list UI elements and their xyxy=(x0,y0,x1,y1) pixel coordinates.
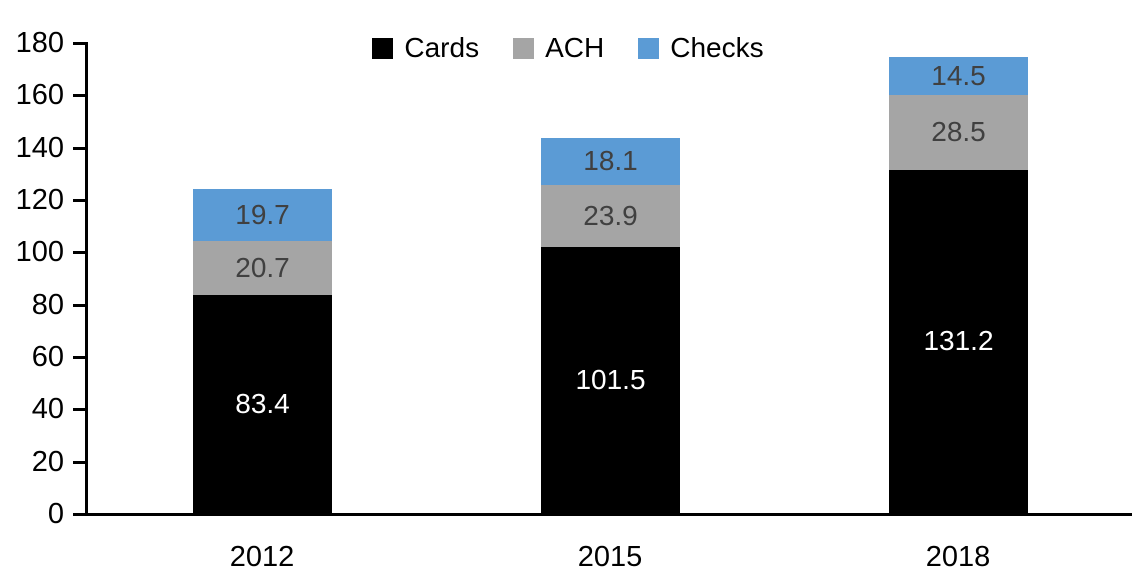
y-axis-tick xyxy=(73,408,85,411)
y-axis-tick-label: 40 xyxy=(31,393,64,425)
legend-item-cards: Cards xyxy=(372,34,479,62)
x-axis-tick-label: 2012 xyxy=(229,541,295,573)
segment-checks-2018: 14.5 xyxy=(889,57,1028,96)
segment-checks-2012: 19.7 xyxy=(193,189,332,241)
y-axis-tick-label: 0 xyxy=(47,498,64,530)
legend-item-ach: ACH xyxy=(513,34,604,62)
y-axis-tick xyxy=(73,147,85,150)
y-axis-tick-label: 80 xyxy=(31,289,64,321)
y-axis-tick-label: 140 xyxy=(15,132,64,164)
segment-checks-2015: 18.1 xyxy=(541,137,680,185)
y-axis-tick xyxy=(73,42,85,45)
y-axis-tick xyxy=(73,356,85,359)
y-axis-tick-label: 20 xyxy=(31,446,64,478)
data-label: 14.5 xyxy=(931,60,986,92)
legend-item-checks: Checks xyxy=(638,32,764,63)
segment-cards-2012: 83.4 xyxy=(193,294,332,513)
y-axis-tick-label: 100 xyxy=(15,236,64,268)
legend-swatch-cards xyxy=(372,37,394,59)
legend-label: Checks xyxy=(670,32,764,63)
legend-swatch-checks xyxy=(638,37,660,59)
segment-cards-2015: 101.5 xyxy=(541,247,680,513)
y-axis-tick xyxy=(73,199,85,202)
y-axis-tick-label: 180 xyxy=(15,27,64,59)
legend-swatch-ach xyxy=(513,37,535,59)
chart-legend: Cards ACH Checks xyxy=(0,34,1136,62)
x-axis-line xyxy=(85,513,1132,516)
data-label: 18.1 xyxy=(583,145,638,177)
data-label: 20.7 xyxy=(235,251,290,283)
data-label: 28.5 xyxy=(931,116,986,148)
y-axis-tick xyxy=(73,304,85,307)
segment-ach-2012: 20.7 xyxy=(193,240,332,295)
bar-2018: 131.2 28.5 14.5 xyxy=(889,42,1028,513)
x-axis-tick-label: 2015 xyxy=(577,541,643,573)
bar-2015: 101.5 23.9 18.1 xyxy=(541,42,680,513)
y-axis-tick xyxy=(73,251,85,254)
y-axis-line xyxy=(85,42,88,516)
x-axis-tick-label: 2018 xyxy=(925,541,991,573)
data-label: 83.4 xyxy=(235,387,290,419)
legend-label: Cards xyxy=(404,32,480,63)
y-axis-tick-label: 160 xyxy=(15,79,64,111)
bar-2012: 83.4 20.7 19.7 xyxy=(193,42,332,513)
y-axis-tick xyxy=(73,461,85,464)
data-label: 23.9 xyxy=(583,200,638,232)
y-axis-tick-label: 60 xyxy=(31,341,64,373)
data-label: 19.7 xyxy=(235,198,290,230)
data-label: 131.2 xyxy=(923,325,994,357)
y-axis-tick-label: 120 xyxy=(15,184,64,216)
segment-cards-2018: 131.2 xyxy=(889,169,1028,513)
data-label: 101.5 xyxy=(575,364,646,396)
y-axis-tick xyxy=(73,94,85,97)
legend-label: ACH xyxy=(545,32,605,63)
segment-ach-2015: 23.9 xyxy=(541,184,680,248)
y-axis-tick xyxy=(73,513,85,516)
segment-ach-2018: 28.5 xyxy=(889,95,1028,170)
